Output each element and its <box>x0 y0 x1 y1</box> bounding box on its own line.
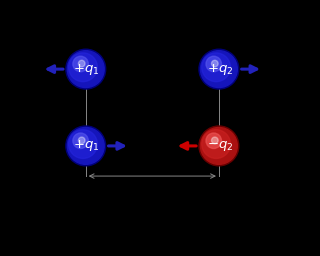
Circle shape <box>66 49 106 89</box>
Circle shape <box>78 60 85 67</box>
Circle shape <box>212 60 218 67</box>
Circle shape <box>200 127 237 164</box>
Circle shape <box>68 130 97 158</box>
Circle shape <box>78 137 85 144</box>
Circle shape <box>212 137 218 144</box>
Circle shape <box>206 56 221 72</box>
Circle shape <box>206 133 221 148</box>
Circle shape <box>73 133 88 148</box>
Circle shape <box>68 53 97 82</box>
Circle shape <box>67 127 104 164</box>
Text: $\mathit{+q}_{1}$: $\mathit{+q}_{1}$ <box>73 138 100 153</box>
Circle shape <box>199 126 239 166</box>
Circle shape <box>73 56 88 72</box>
Circle shape <box>67 51 104 88</box>
Circle shape <box>202 53 230 82</box>
Circle shape <box>200 51 237 88</box>
Text: $\mathit{-q}_{2}$: $\mathit{-q}_{2}$ <box>207 139 233 153</box>
Circle shape <box>202 130 230 158</box>
Circle shape <box>199 49 239 89</box>
Circle shape <box>66 126 106 166</box>
Text: $\mathit{+q}_{1}$: $\mathit{+q}_{1}$ <box>73 62 100 77</box>
Text: $\mathit{+q}_{2}$: $\mathit{+q}_{2}$ <box>207 62 233 77</box>
